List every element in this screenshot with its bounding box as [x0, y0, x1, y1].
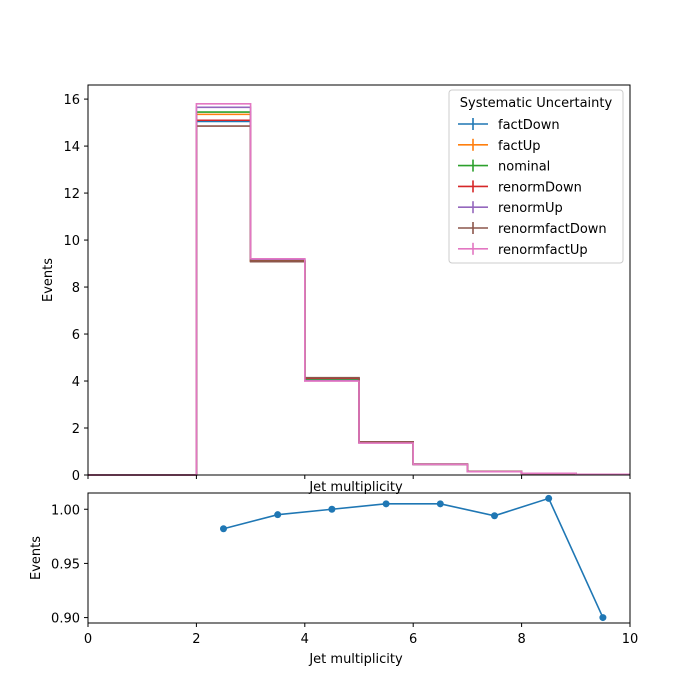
ratio-point: [491, 512, 498, 520]
top-y-tick-label: 16: [63, 93, 80, 108]
ratio-point: [545, 494, 553, 502]
legend-box: [448, 89, 624, 264]
legend-label-nominal: nominal: [498, 160, 550, 175]
legend-items: factDown factUp nominal renormDown renormUp r…: [458, 118, 607, 258]
bottom-y-tick-label: 1.00: [51, 503, 80, 518]
top-y-tick-label: 14: [63, 140, 80, 155]
top-y-tick-label: 12: [63, 187, 80, 202]
ratio-point: [599, 614, 607, 622]
top-y-tick-label: 6: [72, 328, 80, 343]
top-x-ticks: [87, 475, 631, 479]
bottom-y-axis-label: Events: [29, 536, 44, 580]
top-y-tick-label: 10: [63, 234, 80, 249]
top-y-ticks: 0 2 4 6 8 10 12 14 16: [63, 93, 88, 484]
bottom-x-tick-label: 8: [517, 632, 525, 647]
bottom-x-tick-label: 4: [301, 632, 309, 647]
top-series-group: [88, 103, 630, 476]
legend-label-renormup: renormUp: [498, 201, 563, 216]
legend-label-factup: factUp: [498, 139, 541, 154]
bottom-x-tick-label: 6: [409, 632, 417, 647]
series-line-renormfactup: [88, 103, 630, 476]
top-y-tick-label: 8: [72, 281, 80, 296]
bottom-x-tick-label: 10: [622, 632, 639, 647]
ratio-point: [328, 505, 336, 513]
bottom-x-ticks: 0 2 4 6 8 10: [84, 623, 638, 647]
bottom-y-tick-label: 0.90: [51, 612, 80, 627]
ratio-point: [436, 500, 444, 508]
ratio-line: [223, 497, 604, 618]
legend-label-factdown: factDown: [498, 118, 560, 133]
bottom-plot-frame: [87, 492, 631, 624]
bottom-x-tick-label: 0: [84, 632, 92, 647]
legend-label-renormfactdown: renormfactDown: [498, 222, 607, 237]
ratio-point: [382, 500, 390, 508]
top-y-tick-label: 0: [72, 469, 80, 484]
top-plot-frame: [87, 84, 631, 476]
legend-label-renormdown: renormDown: [498, 180, 582, 195]
bottom-x-axis-label: Jet multiplicity: [308, 652, 403, 667]
top-x-axis-label: Jet multiplicity: [308, 480, 403, 495]
top-y-tick-label: 4: [72, 375, 80, 390]
legend-title: Systematic Uncertainty: [460, 96, 613, 111]
legend-label-renormfactup: renormfactUp: [498, 243, 588, 258]
ratio-point: [220, 525, 227, 533]
top-y-tick-label: 2: [72, 422, 80, 437]
ratio-point: [274, 511, 282, 519]
top-y-axis-label: Events: [41, 258, 56, 302]
bottom-x-tick-label: 2: [192, 632, 200, 647]
legend: Systematic Uncertainty factDown factUp nom…: [448, 89, 624, 264]
bottom-y-ticks: 0.90 0.95 1.00: [51, 503, 88, 627]
bottom-series-group: [220, 494, 607, 622]
bottom-y-tick-label: 0.95: [51, 557, 80, 572]
